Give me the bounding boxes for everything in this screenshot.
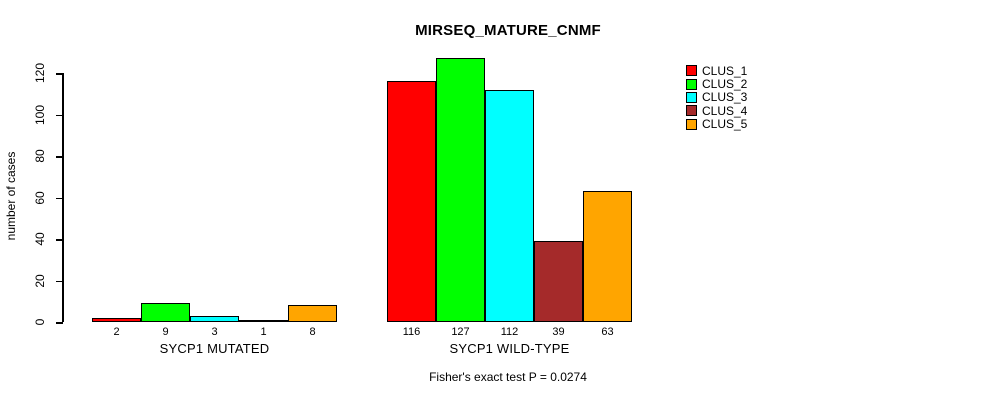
bar-value-label: 9 xyxy=(162,326,169,338)
bar-value-label: 8 xyxy=(309,326,316,338)
legend-label: CLUS_4 xyxy=(702,103,748,118)
y-axis-label: number of cases xyxy=(4,151,18,241)
bar-value-label: 39 xyxy=(552,326,565,338)
bar-sycp1-wild-type-clus-5 xyxy=(583,191,632,322)
y-tick-label: 20 xyxy=(33,273,47,288)
y-tick-mark xyxy=(56,156,63,158)
legend-label: CLUS_2 xyxy=(702,77,748,92)
y-tick-label: 120 xyxy=(33,62,47,84)
bar-sycp1-mutated-clus-1 xyxy=(92,317,141,322)
bar-value-label: 112 xyxy=(500,326,519,338)
group-label-sycp1-wild-type: SYCP1 WILD-TYPE xyxy=(449,341,570,356)
legend-label: CLUS_5 xyxy=(702,117,748,132)
y-tick-mark xyxy=(56,239,63,241)
y-tick-label: 40 xyxy=(33,232,47,246)
bar-value-label: 63 xyxy=(601,326,614,338)
bar-sycp1-mutated-clus-2 xyxy=(141,303,190,322)
legend-item-clus-3: CLUS_3 xyxy=(686,90,748,105)
caption: Fisher's exact test P = 0.0274 xyxy=(429,370,587,384)
bar-sycp1-mutated-clus-5 xyxy=(288,305,337,322)
y-tick-label: 100 xyxy=(33,104,47,125)
legend-swatch-clus-5 xyxy=(686,118,697,130)
y-tick-mark xyxy=(56,322,63,324)
legend-item-clus-5: CLUS_5 xyxy=(686,117,748,132)
y-tick-label: 0 xyxy=(33,318,47,326)
bar-value-label: 2 xyxy=(113,326,120,338)
legend-item-clus-4: CLUS_4 xyxy=(686,103,748,118)
bar-value-label: 116 xyxy=(402,326,421,338)
bar-sycp1-mutated-clus-4 xyxy=(239,319,288,322)
y-tick-label: 80 xyxy=(33,149,47,163)
legend: CLUS_1 CLUS_2 CLUS_3 CLUS_4 CLUS_5 xyxy=(686,64,747,131)
bar-sycp1-wild-type-clus-4 xyxy=(534,241,583,322)
legend-label: CLUS_1 xyxy=(702,63,748,78)
y-tick-label: 60 xyxy=(33,190,47,205)
y-tick-mark xyxy=(56,280,63,282)
legend-swatch-clus-4 xyxy=(686,105,697,117)
y-tick-mark xyxy=(56,73,63,75)
legend-item-clus-1: CLUS_1 xyxy=(686,63,748,78)
legend-swatch-clus-2 xyxy=(686,78,697,90)
bar-sycp1-wild-type-clus-2 xyxy=(436,58,485,322)
y-tick-mark xyxy=(56,197,63,199)
bar-value-label: 3 xyxy=(211,326,218,338)
bar-value-label: 127 xyxy=(451,326,470,338)
legend-label: CLUS_3 xyxy=(702,90,748,105)
bar-sycp1-wild-type-clus-1 xyxy=(387,81,436,322)
bar-sycp1-wild-type-clus-3 xyxy=(485,89,534,322)
legend-swatch-clus-3 xyxy=(686,91,697,103)
bar-sycp1-mutated-clus-3 xyxy=(190,315,239,322)
y-tick-mark xyxy=(56,114,63,116)
legend-swatch-clus-1 xyxy=(686,65,697,77)
group-label-sycp1-mutated: SYCP1 MUTATED xyxy=(159,341,270,356)
legend-item-clus-2: CLUS_2 xyxy=(686,77,748,92)
chart-title: MIRSEQ_MATURE_CNMF xyxy=(415,22,601,39)
bar-value-label: 1 xyxy=(260,326,267,338)
